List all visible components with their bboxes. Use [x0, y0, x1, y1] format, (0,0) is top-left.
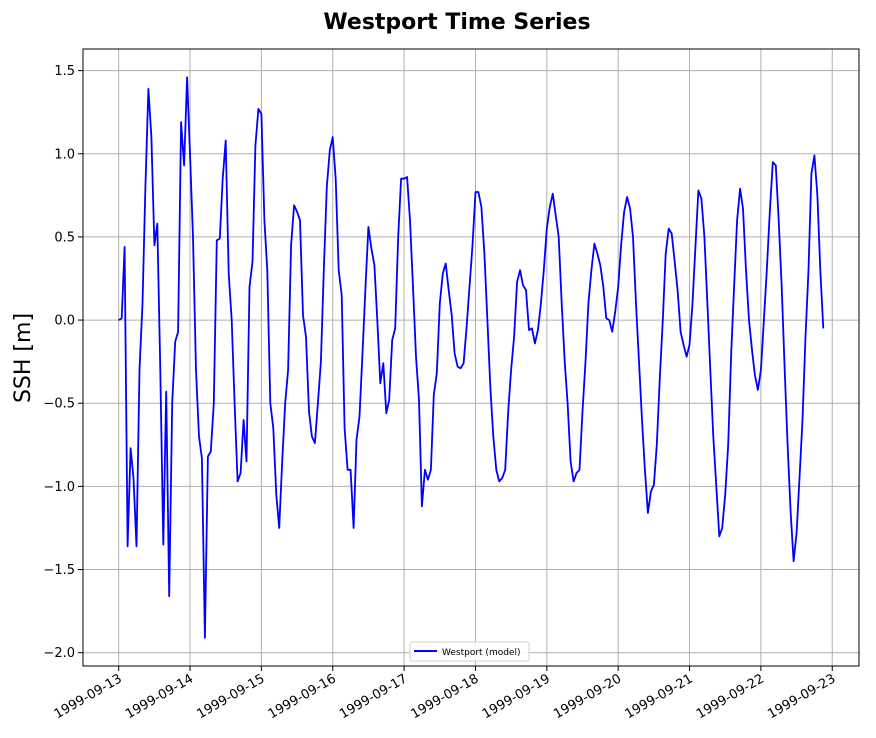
series-layer [118, 76, 825, 639]
y-tick-label: −2.0 [43, 646, 75, 661]
y-tick-label: −1.5 [43, 563, 75, 578]
grid [83, 49, 859, 666]
y-tick-label: 0.5 [54, 230, 75, 245]
chart-title: Westport Time Series [323, 10, 590, 35]
legend-box [409, 641, 530, 662]
y-axis-label: SSH [m] [11, 313, 36, 403]
y-tick-label: 0.0 [54, 314, 75, 329]
legend: Westport (model) [409, 641, 530, 662]
y-tick-label: −1.0 [43, 480, 75, 495]
y-tick-label: −0.5 [43, 397, 75, 412]
y-tick-label: 1.5 [54, 64, 75, 79]
y-tick-label: 1.0 [54, 147, 75, 162]
plot-frame [82, 48, 860, 667]
series-line-westport-model [118, 76, 825, 639]
legend-entry-label: Westport (model) [442, 648, 520, 658]
